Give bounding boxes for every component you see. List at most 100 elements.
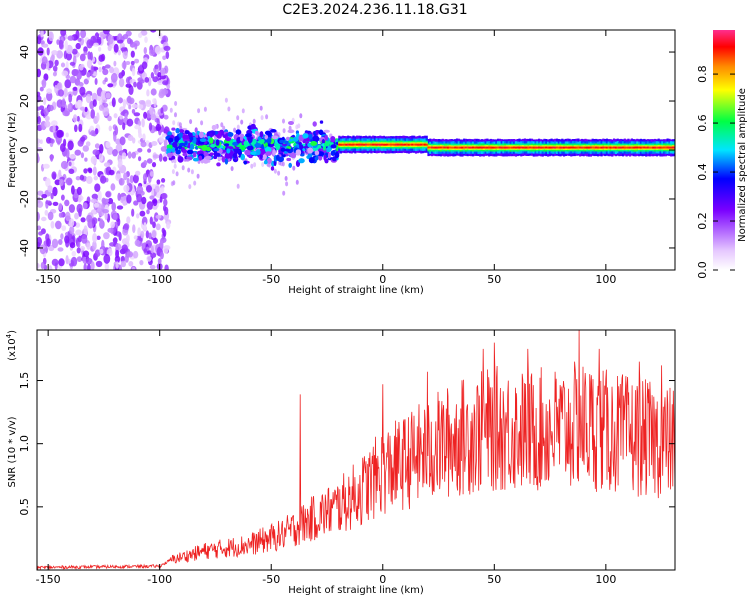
- spectrogram-cell: [161, 133, 167, 138]
- spectrogram-cell: [227, 106, 231, 112]
- spectrogram-cell: [253, 162, 257, 168]
- spectrogram-cell: [59, 179, 64, 187]
- spectrogram-cell: [37, 225, 42, 231]
- spectrogram-cell: [80, 30, 87, 39]
- spectrogram-cell: [277, 170, 281, 176]
- spectrogram-cell: [450, 146, 453, 149]
- spectrogram-cell: [152, 198, 158, 207]
- spectrogram-cell: [215, 139, 220, 146]
- spectrogram-cell: [112, 237, 118, 244]
- spectrogram-cell: [37, 262, 40, 269]
- spectrogram-cell: [282, 128, 286, 134]
- spectrogram-cell: [479, 146, 482, 149]
- spectrogram-cell: [154, 185, 160, 193]
- spectrogram-cell: [46, 88, 52, 94]
- spectrogram-cell: [64, 235, 70, 244]
- spectrogram-cell: [245, 133, 252, 138]
- spectrogram-cell: [182, 134, 189, 140]
- spectrogram-cell: [389, 143, 393, 146]
- colorbar: 0.0 0.2 0.4 0.6 0.8 Normalized spectral ampl…: [696, 30, 748, 279]
- spectrogram-cell: [92, 99, 97, 107]
- spectrogram-cell: [198, 155, 203, 161]
- snr-x-ticks: -150 -100 -50 0 50 100: [36, 330, 616, 586]
- spectrogram-cell: [178, 132, 183, 138]
- spectrogram-cell: [224, 97, 228, 103]
- spectrogram-cell: [308, 133, 313, 140]
- spectrogram-cell: [126, 251, 134, 258]
- spectrogram-cell: [244, 149, 252, 156]
- spectrogram-cell: [175, 149, 181, 155]
- spectrogram-cell: [100, 175, 107, 184]
- spectrogram-cell: [179, 142, 186, 147]
- spectrogram-cell: [50, 120, 58, 127]
- spectrogram-cell: [347, 143, 350, 146]
- spectrogram-cell: [491, 146, 494, 149]
- spectrogram-cell: [83, 78, 89, 85]
- spectrogram-cell: [150, 245, 154, 254]
- spectrogram-cell: [575, 146, 578, 149]
- spectrogram-x-label: Height of straight line (km): [288, 285, 424, 296]
- spectrogram-cell: [395, 143, 398, 146]
- y-tick-label: 0: [18, 147, 31, 154]
- spectrogram-cell: [182, 152, 188, 157]
- x-tick-label: 0: [379, 273, 386, 286]
- spectrogram-cell: [152, 98, 157, 104]
- spectrogram-cell: [117, 158, 123, 167]
- spectrogram-cell: [186, 156, 193, 160]
- spectrogram-cell: [68, 168, 75, 174]
- spectrogram-cell: [171, 147, 176, 153]
- spectrogram-cell: [406, 143, 409, 146]
- spectrogram-cell: [123, 172, 128, 181]
- spectrogram-cell: [72, 86, 78, 91]
- spectrogram-cell: [92, 233, 98, 243]
- spectrogram-cell: [518, 146, 521, 149]
- spectrogram-cell: [270, 166, 275, 171]
- spectrogram-cell: [171, 169, 175, 175]
- spectrogram-cell: [138, 100, 146, 105]
- spectrogram-cell: [434, 146, 437, 149]
- spectrogram-cell: [126, 177, 130, 185]
- spectrogram-cell: [85, 114, 92, 120]
- spectrogram-cell: [119, 115, 124, 120]
- spectrogram-cell: [104, 262, 109, 270]
- spectrogram-cell: [429, 146, 432, 149]
- spectrogram-cell: [598, 146, 601, 149]
- spectrogram-cell: [416, 143, 419, 146]
- spectrogram-cell: [588, 146, 591, 149]
- spectrogram-cell: [281, 161, 285, 167]
- spectrogram-cell: [90, 198, 98, 204]
- spectrogram-cell: [475, 146, 478, 149]
- spectrogram-cell: [67, 140, 74, 151]
- spectrogram-cell: [391, 143, 394, 146]
- spectrogram-cell: [175, 127, 180, 134]
- spectrogram-cell: [250, 151, 257, 156]
- spectrogram-cell: [99, 248, 104, 254]
- spectrogram-cell: [106, 146, 114, 155]
- spectrogram-cell: [314, 156, 319, 161]
- spectrogram-cell: [547, 146, 550, 149]
- spectrogram-cell: [299, 113, 303, 119]
- spectrogram-cell: [152, 221, 156, 229]
- spectrogram-cell: [621, 146, 625, 149]
- spectrogram-cell: [121, 61, 127, 69]
- spectrogram-cell: [90, 155, 98, 165]
- spectrogram-cell: [146, 209, 150, 215]
- spectrogram-cell: [364, 143, 368, 146]
- spectrogram-cell: [350, 143, 353, 146]
- spectrogram-cell: [37, 211, 40, 222]
- spectrogram-cell: [110, 183, 116, 191]
- spectrogram-cell: [627, 146, 630, 149]
- spectrogram-cell: [121, 152, 127, 160]
- spectrogram-cell: [240, 119, 244, 125]
- colorbar-label: Normalized spectral amplitude: [737, 88, 748, 242]
- spectrogram-cell: [502, 146, 505, 149]
- spectrogram-cell: [125, 83, 132, 88]
- spectrogram-cell: [118, 72, 124, 79]
- spectrogram-cell: [76, 186, 82, 196]
- spectrogram-cell: [173, 163, 177, 169]
- spectrogram-cell: [493, 146, 496, 149]
- spectrogram-cell: [51, 50, 58, 56]
- spectrogram-cell: [144, 77, 150, 83]
- spectrogram-cell: [522, 146, 525, 149]
- spectrogram-cell: [67, 35, 75, 41]
